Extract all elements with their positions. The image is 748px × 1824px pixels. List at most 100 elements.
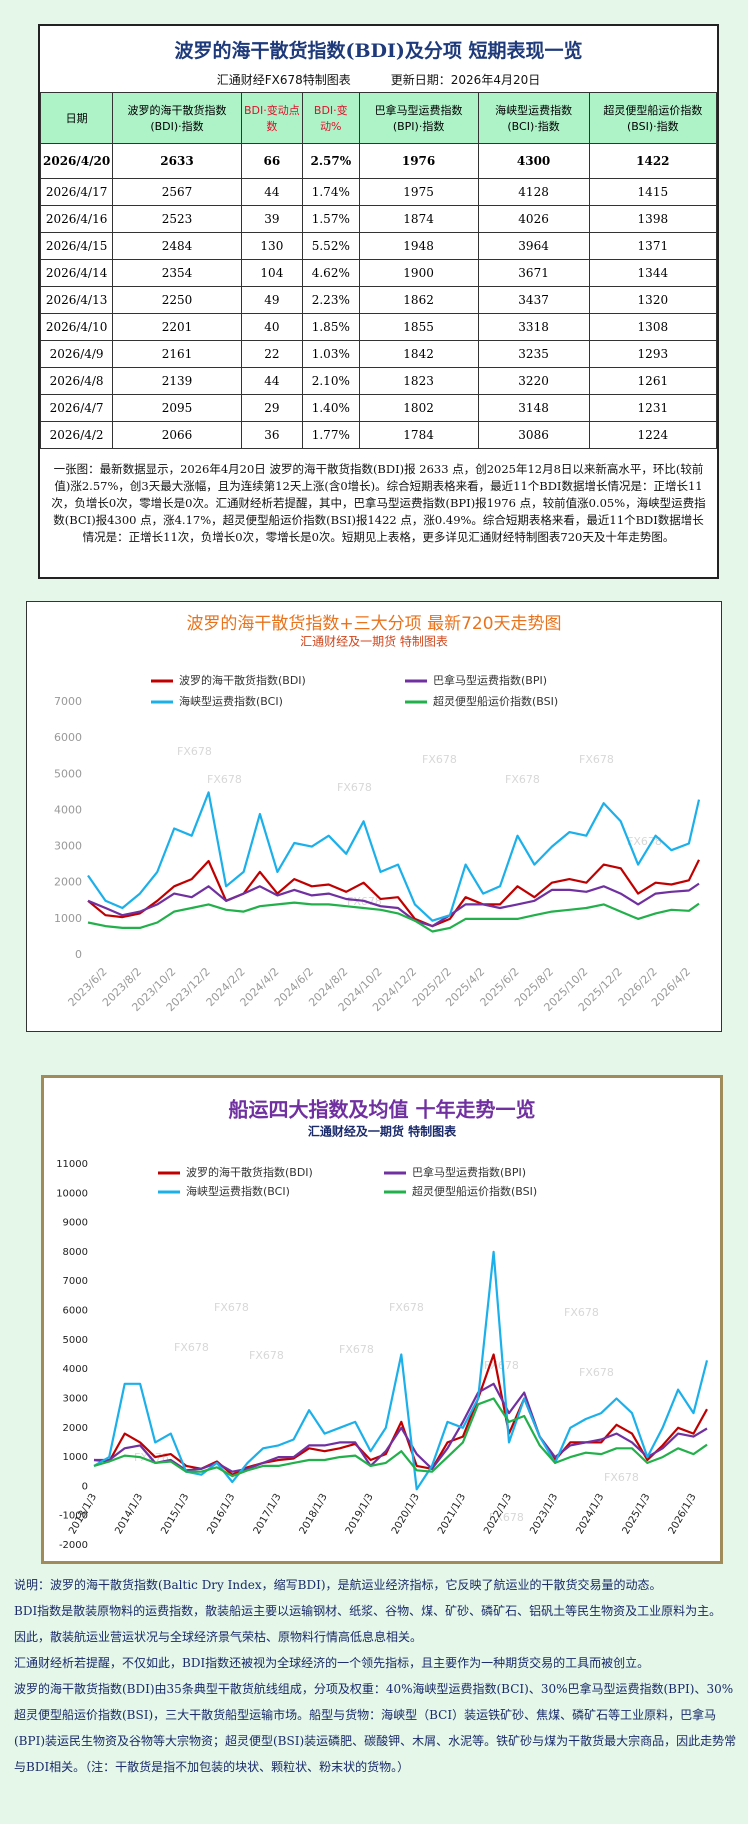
table-cell: 44 <box>240 367 303 395</box>
table-title: 波罗的海干散货指数(BDI)及分项 短期表现一览 <box>174 40 583 62</box>
table-row: 2026/4/10 2201 40 1.85% 1855 3318 1308 <box>39 313 718 341</box>
table-cell: 2026/4/8 <box>39 367 114 395</box>
header-cell: BDI·变动点数 <box>240 92 303 144</box>
table-cell: 2354 <box>112 259 242 287</box>
note-line: 汇通财经析若提醒，不仅如此，BDI指数还被视为全球经济的一个领先指标，且主要作为… <box>14 1656 650 1670</box>
table-cell: 1976 <box>358 143 479 179</box>
y-tick-label: 2000 <box>63 1423 88 1434</box>
series-line <box>87 901 700 933</box>
table-cell: 1.77% <box>301 421 360 449</box>
table-cell: 1.57% <box>301 205 360 233</box>
chart-subtitle: 汇通财经及一期货 特制图表 <box>300 634 448 649</box>
watermark: FX678 <box>505 773 540 786</box>
table-cell: 1.03% <box>301 340 360 368</box>
y-tick-label: 3000 <box>63 1393 88 1404</box>
table-cell: 2026/4/15 <box>39 232 114 260</box>
table-cell: 3671 <box>477 259 590 287</box>
x-tick-label: 2023/1/3 <box>528 1492 560 1536</box>
table-cell: 3318 <box>477 313 590 341</box>
watermark: FX678 <box>484 1359 519 1372</box>
table-cell: 2026/4/20 <box>39 143 114 179</box>
table-cell: 2026/4/16 <box>39 205 114 233</box>
table-cell: 1784 <box>358 421 479 449</box>
y-tick-label: 2000 <box>54 876 82 889</box>
table-cell: 1874 <box>358 205 479 233</box>
y-tick-label: 0 <box>82 1481 88 1492</box>
table-cell: 1308 <box>588 313 718 341</box>
table-cell: 1900 <box>358 259 479 287</box>
table-cell: 104 <box>240 259 303 287</box>
table-cell: 4.62% <box>301 259 360 287</box>
watermark: FX678 <box>579 753 614 766</box>
table-cell: 39 <box>240 205 303 233</box>
y-tick-label: -2000 <box>59 1540 88 1551</box>
chart-box: 波罗的海干散货指数+三大分项 最新720天走势图 汇通财经及一期货 特制图表 FX6… <box>26 601 722 1032</box>
legend-label: 巴拿马型运费指数(BPI) <box>433 673 547 687</box>
header-cell: 超灵便型船运价指数(BSI)·指数 <box>588 92 718 144</box>
table-cell: 1975 <box>358 178 479 206</box>
chart-subtitle: 汇通财经及一期货 特制图表 <box>308 1124 457 1139</box>
table-cell: 2.10% <box>301 367 360 395</box>
x-tick-label: 2024/1/3 <box>574 1492 606 1536</box>
table-cell: 2250 <box>112 286 242 314</box>
y-tick-label: 8000 <box>63 1247 88 1258</box>
table-cell: 3148 <box>477 394 590 422</box>
x-tick-label: 2018/1/3 <box>298 1492 330 1536</box>
table-cell: 2.57% <box>301 143 360 179</box>
y-tick-label: 7000 <box>63 1276 88 1287</box>
legend-label: 超灵便型船运价指数(BSI) <box>412 1184 537 1198</box>
table-cell: 22 <box>240 340 303 368</box>
watermark: FX678 <box>339 1343 374 1356</box>
y-tick-label: 5000 <box>54 767 82 780</box>
x-tick-label: 2020/1/3 <box>390 1492 422 1536</box>
table-cell: 2484 <box>112 232 242 260</box>
table-cell: 49 <box>240 286 303 314</box>
x-tick-label: 2014/1/3 <box>113 1492 145 1536</box>
table-cell: 1802 <box>358 394 479 422</box>
notes: 说明：波罗的海干散货指数(Baltic Dry Index，缩写BDI)，是航运… <box>14 1572 742 1780</box>
x-tick-label: 2019/1/3 <box>344 1492 376 1536</box>
x-tick-label: 2017/1/3 <box>252 1492 284 1536</box>
table-cell: 1842 <box>358 340 479 368</box>
table-cell: 2.23% <box>301 286 360 314</box>
table-row: 2026/4/17 2567 44 1.74% 1975 4128 1415 <box>39 178 718 206</box>
table-cell: 130 <box>240 232 303 260</box>
table-cell: 1.74% <box>301 178 360 206</box>
y-tick-label: 7000 <box>54 695 82 708</box>
table-cell: 1231 <box>588 394 718 422</box>
table-cell: 2066 <box>112 421 242 449</box>
watermark: FX678 <box>214 1301 249 1314</box>
y-tick-label: 11000 <box>56 1159 88 1170</box>
legend-label: 波罗的海干散货指数(BDI) <box>186 1165 313 1179</box>
table-cell: 2026/4/17 <box>39 178 114 206</box>
summary-table-box: 波罗的海干散货指数(BDI)及分项 短期表现一览 汇通财经FX678特制图表 更… <box>38 24 719 579</box>
series-line <box>94 1382 708 1473</box>
header-cell: 巴拿马型运费指数(BPI)·指数 <box>358 92 479 144</box>
table-cell: 2095 <box>112 394 242 422</box>
watermark: FX678 <box>489 1511 524 1524</box>
chart-box: 船运四大指数及均值 十年走势一览汇通财经及一期货 特制图表 FX678 FX678 F… <box>41 1075 723 1564</box>
table-cell: 2567 <box>112 178 242 206</box>
table-cell: 1.85% <box>301 313 360 341</box>
chart-title: 波罗的海干散货指数+三大分项 最新720天走势图 <box>186 614 561 634</box>
table-cell: 3235 <box>477 340 590 368</box>
data-table: 日期 波罗的海干散货指数(BDI)·指数 BDI·变动点数 BDI·变动% 巴拿马型运费… <box>39 92 718 449</box>
watermark: FX678 <box>422 753 457 766</box>
table-cell: 1320 <box>588 286 718 314</box>
watermark: FX678 <box>207 773 242 786</box>
table-cell: 2139 <box>112 367 242 395</box>
series-line <box>93 1353 708 1476</box>
y-tick-label: 1000 <box>54 912 82 925</box>
table-cell: 2201 <box>112 313 242 341</box>
series-line <box>93 1250 709 1491</box>
table-row: 2026/4/9 2161 22 1.03% 1842 3235 1293 <box>39 340 718 368</box>
watermark: FX678 <box>174 1341 209 1354</box>
table-cell: 44 <box>240 178 303 206</box>
table-cell: 2026/4/14 <box>39 259 114 287</box>
chart-title: 船运四大指数及均值 十年走势一览 <box>229 1098 536 1122</box>
legend-label: 波罗的海干散货指数(BDI) <box>179 673 306 687</box>
note-line: BDI指数是散装原物料的运费指数，散装船运主要以运输钢材、纸浆、谷物、煤、矿砂、… <box>14 1604 722 1618</box>
